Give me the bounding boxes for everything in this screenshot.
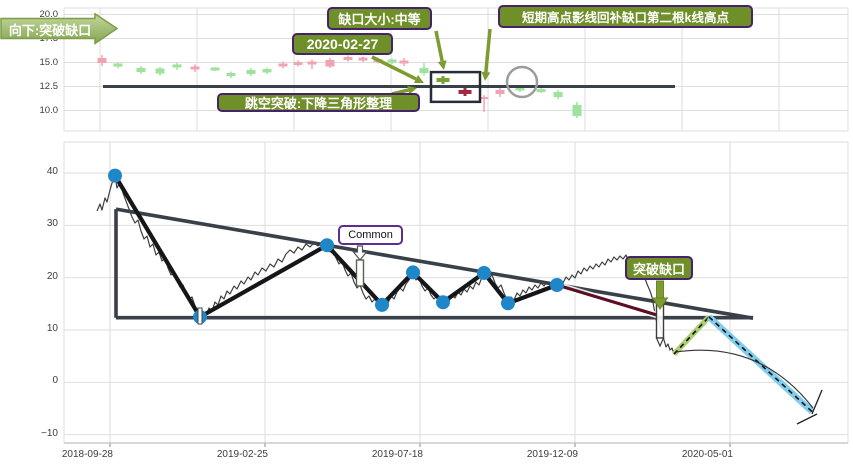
candlestick — [155, 67, 165, 76]
gap-candle-slit — [197, 307, 203, 325]
candlestick — [226, 71, 236, 79]
x-tick-label: 2020-05-01 — [681, 449, 733, 460]
breakout-candle-tip — [655, 337, 665, 348]
candlestick — [136, 65, 146, 75]
curve-end-mark — [811, 389, 823, 415]
breakout-arrow-head — [651, 297, 669, 310]
right-arrow-icon — [0, 13, 119, 45]
annotation-arrow — [371, 55, 417, 81]
breakdown-segment — [556, 283, 659, 317]
candlestick — [387, 58, 397, 64]
pivot-dot — [108, 168, 122, 183]
big-arrow-label: 向下:突破缺口 — [8, 22, 92, 38]
downward-breakout-gap-arrow: 向下:突破缺口 — [0, 13, 120, 45]
common-gap-candle-marker — [355, 259, 365, 287]
pivot-dot — [375, 297, 389, 312]
candlestick — [210, 67, 220, 72]
candlestick — [419, 62, 429, 76]
candlestick — [172, 62, 182, 70]
x-tick-label: 2018-09-28 — [61, 449, 113, 460]
bottom-y-tick-label: −10 — [41, 427, 58, 439]
candlestick — [113, 62, 123, 69]
candlestick — [572, 101, 582, 118]
candlestick — [553, 89, 563, 100]
annotation-arrowhead — [437, 60, 447, 70]
gap-breakout-pattern-annotation: 跳空突破:下降三角形整理 — [217, 93, 420, 112]
pivot-dot — [477, 265, 491, 280]
curve-end-mark — [796, 413, 818, 425]
breakout-arrow-shaft — [656, 280, 664, 299]
candlestick — [495, 86, 505, 98]
candlestick — [246, 67, 256, 77]
common-gap-annotation: Common — [338, 225, 403, 245]
annotation-arrowhead — [481, 71, 491, 81]
bottom-y-tick-label: 30 — [46, 218, 58, 230]
fill-gap-circle — [505, 65, 539, 99]
pivot-dot — [501, 296, 515, 311]
top-y-tick-label: 12.5 — [39, 80, 59, 92]
bottom-y-tick-label: 0 — [52, 375, 58, 387]
bottom-y-tick-label: 10 — [46, 323, 58, 334]
price-line — [96, 175, 675, 355]
gap-size-annotation: 缺口大小:中等 — [327, 7, 432, 30]
common-down-arrow-icon — [352, 245, 368, 261]
bottom-y-tick-label: 40 — [46, 166, 58, 177]
x-tick-label: 2019-07-18 — [371, 449, 423, 460]
gap-highlight-box — [429, 70, 482, 104]
candlestick — [458, 88, 472, 97]
candlestick — [278, 61, 288, 69]
candlestick — [97, 55, 107, 66]
projection-curve — [675, 349, 814, 409]
top-y-tick-label: 20.0 — [39, 8, 59, 20]
top-y-tick-label: 10.0 — [39, 104, 59, 116]
pivot-dot — [436, 295, 450, 310]
candlestick — [343, 55, 353, 62]
candlestick — [307, 59, 317, 70]
pivot-dot — [320, 238, 334, 253]
candlestick — [536, 87, 546, 94]
annotation-arrowhead — [407, 85, 417, 95]
bottom-y-tick-label: 20 — [46, 270, 58, 282]
forecast-up-base — [671, 315, 712, 356]
pivot-dot — [550, 277, 564, 292]
breakout-gap-annotation: 突破缺口 — [625, 256, 693, 280]
candlestick — [190, 64, 200, 73]
candlestick — [262, 67, 272, 75]
annotation-arrow — [484, 28, 492, 73]
pivot-dot — [406, 265, 420, 280]
candlestick — [358, 56, 368, 63]
candlestick — [293, 60, 303, 67]
candlestick — [436, 76, 450, 85]
candlestick — [479, 95, 489, 113]
short-term-high-annotation: 短期高点影线回补缺口第二根k线高点 — [498, 5, 753, 28]
x-tick-label: 2019-12-09 — [526, 449, 578, 460]
triangle-resistance-line — [115, 207, 754, 320]
top-y-tick-label: 15.0 — [39, 56, 59, 68]
annotation-arrow — [434, 30, 444, 62]
candlestick — [325, 57, 335, 68]
gap-date-annotation: 2020-02-27 — [292, 33, 393, 55]
candlestick — [399, 57, 409, 66]
x-tick-label: 2019-02-25 — [216, 449, 268, 460]
annotation-arrowhead — [413, 74, 424, 83]
